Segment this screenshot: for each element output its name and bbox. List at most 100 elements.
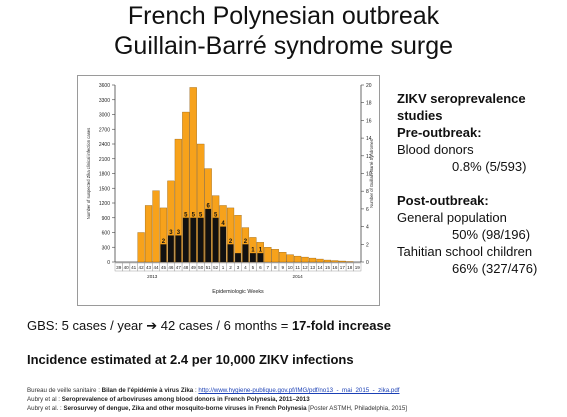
reference-3-suffix: [Poster ASTMH, Philadelphia, 2015]	[306, 405, 407, 412]
x-tick-label: 2	[229, 265, 232, 270]
y-tick-label-right: 4	[366, 225, 369, 231]
gbs-part-1: GBS: 5 cases / year	[27, 318, 143, 333]
case-bar	[264, 247, 272, 263]
gbs-summary: GBS: 5 cases / year ➔ 42 cases / 6 month…	[27, 318, 391, 334]
y-tick-label-right: 18	[366, 101, 372, 107]
case-bar	[308, 257, 317, 263]
y-tick-label-left: 300	[102, 245, 111, 251]
case-bar	[279, 252, 287, 263]
x-tick-label: 52	[213, 265, 219, 270]
title-line-2: Guillain-Barré syndrome surge	[113, 32, 454, 60]
gbs-bar	[190, 217, 197, 262]
x-tick-label: 4	[244, 265, 247, 270]
y-tick-label-left: 1800	[99, 172, 110, 178]
y-tick-label-right: 6	[366, 207, 369, 213]
x-tick-label: 48	[183, 265, 189, 270]
gbs-bar	[249, 253, 256, 262]
post-outbreak-label: Post-outbreak:	[397, 193, 489, 208]
y-tick-label-left: 2100	[99, 157, 110, 163]
y-tick-label-right: 14	[366, 136, 372, 142]
y-tick-label-right: 20	[366, 83, 372, 89]
x-tick-label: 17	[340, 265, 346, 270]
week-cell	[353, 262, 362, 272]
reference-1: Bureau de veille sanitaire : Bilan de l'…	[27, 387, 400, 395]
y-tick-label-right: 0	[366, 260, 369, 266]
y-tick-label-left: 1200	[99, 201, 110, 207]
reference-3-prefix: Aubry et al. :	[27, 405, 64, 412]
y-tick-label-right: 16	[366, 118, 372, 124]
year-label-2013: 2013	[147, 274, 158, 279]
gbs-bar	[205, 208, 212, 262]
x-tick-label: 43	[146, 265, 152, 270]
y-tick-label-right: 2	[366, 242, 369, 248]
seroprevalence-heading: ZIKV seroprevalence studies	[397, 91, 526, 123]
x-tick-label: 1	[222, 265, 225, 270]
reference-1-link[interactable]: http://www.hygiene-publique.gov.pf/IMG/p…	[198, 387, 400, 394]
x-tick-label: 11	[295, 265, 300, 270]
gbs-bar	[160, 244, 167, 262]
y-tick-label-left: 2700	[99, 127, 110, 133]
x-tick-label: 46	[168, 265, 174, 270]
gbs-data-label: 6	[207, 203, 211, 209]
gbs-data-label: 2	[162, 239, 166, 245]
gbs-data-label: 5	[199, 212, 203, 218]
x-tick-label: 10	[288, 265, 294, 270]
reference-3-title: Serosurvey of dengue, Zika and other mos…	[63, 405, 307, 412]
case-bar	[301, 256, 309, 263]
gbs-bar	[220, 226, 227, 262]
x-tick-label: 6	[259, 265, 262, 270]
school-children-value: 66% (327/476)	[452, 261, 538, 276]
y-tick-label-left: 900	[102, 216, 111, 222]
gbs-data-label: 5	[192, 212, 196, 218]
gbs-bar	[257, 253, 264, 262]
x-tick-label: 39	[116, 265, 122, 270]
gbs-bar	[235, 253, 241, 262]
x-tick-label: 45	[161, 265, 167, 270]
x-tick-label: 18	[347, 265, 353, 270]
case-bar	[338, 260, 346, 263]
x-tick-label: 40	[124, 265, 130, 270]
gbs-data-label: 1	[259, 248, 263, 254]
y-tick-label-left: 3600	[99, 83, 110, 89]
gbs-bar	[242, 244, 249, 262]
general-population-label: General population	[397, 210, 507, 225]
chart-svg: 0300600900120015001800210024002700300033…	[86, 83, 374, 295]
reference-2-title: Seroprevalence of arboviruses among bloo…	[61, 396, 310, 403]
y-tick-label-left: 3000	[99, 113, 110, 119]
gbs-bar	[227, 244, 234, 262]
x-tick-label: 49	[191, 265, 197, 270]
x-tick-label: 9	[281, 265, 284, 270]
case-bar	[294, 255, 302, 263]
y-axis-title-left: Number of suspected Zika clinical infect…	[86, 128, 91, 219]
x-tick-label: 44	[153, 265, 159, 270]
gbs-part-2: 42 cases / 6 months =	[160, 318, 289, 333]
year-label-2014: 2014	[293, 274, 304, 279]
arrow-icon: ➔	[146, 318, 158, 333]
case-bar	[286, 254, 294, 263]
y-tick-label-right: 8	[366, 189, 369, 195]
case-bar	[137, 232, 145, 263]
case-bar	[271, 249, 279, 263]
gbs-data-label: 5	[184, 212, 188, 218]
x-tick-label: 12	[303, 265, 309, 270]
y-tick-label-right: 10	[366, 172, 372, 178]
gbs-data-label: 1	[251, 248, 255, 254]
y-tick-label-left: 2400	[99, 142, 110, 148]
reference-2-prefix: Aubry et al :	[27, 396, 62, 403]
blood-donors-label: Blood donors	[397, 142, 474, 157]
case-bar	[152, 190, 160, 263]
case-bar	[144, 205, 153, 263]
general-population-value: 50% (98/196)	[452, 227, 531, 242]
incidence-statement: Incidence estimated at 2.4 per 10,000 ZI…	[27, 352, 354, 367]
x-tick-label: 41	[131, 265, 137, 270]
case-bar	[316, 258, 324, 263]
y-axis-title-right: Number of Guillain-Barré Syndromes	[369, 139, 374, 208]
gbs-bar	[182, 217, 189, 262]
pre-outbreak-label: Pre-outbreak:	[397, 125, 482, 140]
case-bar	[323, 259, 332, 263]
gbs-bar	[175, 235, 182, 262]
x-tick-label: 19	[355, 265, 361, 270]
blood-donors-value: 0.8% (5/593)	[452, 159, 527, 174]
x-tick-label: 3	[237, 265, 240, 270]
x-tick-label: 13	[310, 265, 316, 270]
